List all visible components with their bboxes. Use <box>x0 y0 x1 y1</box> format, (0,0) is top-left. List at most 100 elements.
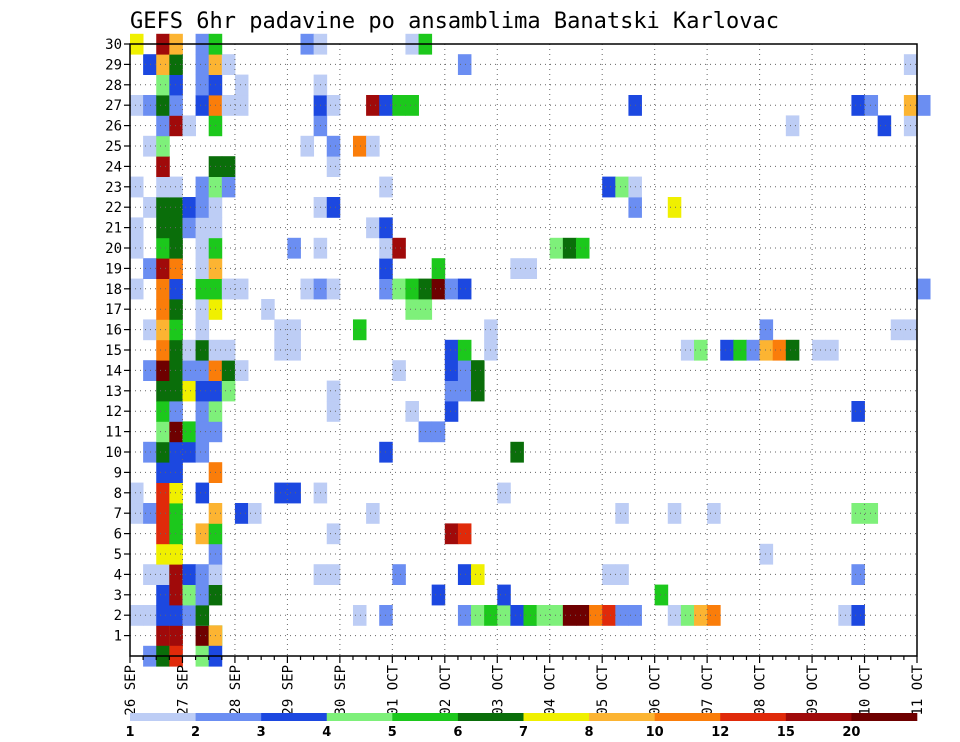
y-tick-label: 9 <box>114 465 122 481</box>
heatmap-cell <box>457 54 472 75</box>
heatmap-cell <box>195 523 210 545</box>
colorbar-label: 3 <box>257 725 266 740</box>
y-tick-label: 13 <box>105 384 122 400</box>
colorbar-swatch <box>654 713 721 721</box>
heatmap-cell <box>326 95 341 116</box>
heatmap-cell <box>851 605 865 626</box>
colorbar-label: 2 <box>191 725 200 740</box>
heatmap-cell <box>221 54 236 75</box>
heatmap-cell <box>772 339 787 361</box>
heatmap-cell <box>130 176 144 198</box>
heatmap-cell <box>169 360 183 381</box>
heatmap-cell <box>274 339 288 361</box>
heatmap-cell <box>549 237 564 259</box>
heatmap-cell <box>326 135 341 157</box>
heatmap-cell <box>130 503 144 524</box>
heatmap-cell <box>195 482 210 504</box>
heatmap-cell <box>392 564 406 585</box>
heatmap-cell <box>169 339 183 361</box>
colorbar-label: 7 <box>519 725 528 740</box>
x-tick-label: 07 OCT <box>700 664 716 715</box>
heatmap-cell <box>917 278 931 300</box>
heatmap-cell <box>143 360 157 381</box>
heatmap-cell <box>405 95 419 116</box>
heatmap-cell <box>444 278 459 300</box>
heatmap-cell <box>169 462 183 483</box>
heatmap-cell <box>195 564 210 585</box>
heatmap-cell <box>431 421 446 443</box>
heatmap-cell <box>156 421 170 443</box>
heatmap-cell <box>536 605 551 626</box>
y-tick-label: 16 <box>105 323 122 339</box>
heatmap-cell <box>156 564 170 585</box>
heatmap-cell <box>195 401 210 422</box>
heatmap-cell <box>405 278 419 300</box>
colorbar-swatch <box>589 713 655 721</box>
y-tick-label: 1 <box>114 629 122 645</box>
heatmap-cell <box>471 564 485 585</box>
heatmap-cell <box>169 380 183 402</box>
heatmap-cell <box>444 523 459 545</box>
y-tick-label: 10 <box>105 445 122 461</box>
colorbar-swatch <box>457 713 524 721</box>
colorbar-swatch <box>130 713 196 721</box>
heatmap-cell <box>431 278 446 300</box>
y-tick-label: 7 <box>114 506 122 522</box>
heatmap-cell <box>182 564 196 585</box>
heatmap-cell <box>562 237 577 259</box>
heatmap-cell <box>785 115 800 137</box>
heatmap-cell <box>169 482 183 504</box>
heatmap-cell <box>759 339 774 361</box>
colorbar-swatch <box>851 713 918 721</box>
heatmap-cell <box>156 360 170 381</box>
y-tick-label: 12 <box>105 404 122 420</box>
heatmap-cell <box>287 237 301 259</box>
heatmap-cell <box>169 441 183 463</box>
heatmap-cell <box>234 278 249 300</box>
y-tick-label: 22 <box>105 200 122 216</box>
heatmap-cell <box>156 299 170 320</box>
heatmap-cell <box>667 503 682 524</box>
y-tick-label: 8 <box>114 486 122 502</box>
heatmap-cell <box>300 135 315 157</box>
heatmap-cell <box>156 258 170 279</box>
heatmap-cell <box>654 584 669 606</box>
x-tick-label: 09 OCT <box>805 664 821 715</box>
heatmap-cell <box>143 95 157 116</box>
y-tick-label: 2 <box>114 608 122 624</box>
heatmap-cell <box>156 503 170 524</box>
heatmap-cell <box>156 462 170 483</box>
heatmap-cell <box>510 605 524 626</box>
chart-title: GEFS 6hr padavine po ansamblima Banatski… <box>130 9 779 34</box>
colorbar-swatch <box>523 713 590 721</box>
heatmap-cell <box>366 503 380 524</box>
y-tick-label: 27 <box>105 98 122 114</box>
heatmap-cell <box>195 605 210 626</box>
heatmap-cell <box>195 237 210 259</box>
heatmap-cell <box>195 299 210 320</box>
heatmap-cell <box>287 482 301 504</box>
heatmap-cell <box>444 360 459 381</box>
heatmap-cell <box>759 543 774 565</box>
colorbar-label: 8 <box>585 725 594 740</box>
y-tick-label: 11 <box>105 425 122 441</box>
heatmap-cell <box>707 503 721 524</box>
heatmap-cell <box>405 299 419 320</box>
heatmap-cell <box>156 543 170 565</box>
heatmap-cell <box>156 176 170 198</box>
heatmap-cell <box>156 584 170 606</box>
heatmap-cell <box>169 401 183 422</box>
heatmap-cell <box>169 176 183 198</box>
heatmap-cell <box>287 339 301 361</box>
heatmap-cell <box>680 339 695 361</box>
heatmap-cell <box>182 360 196 381</box>
heatmap-cell <box>851 401 865 422</box>
heatmap-cell <box>156 278 170 300</box>
heatmap-cell <box>562 605 577 626</box>
heatmap-cell <box>156 401 170 422</box>
heatmap-cell <box>851 564 865 585</box>
heatmap-cell <box>392 360 406 381</box>
x-tick-label: 06 OCT <box>648 664 664 715</box>
heatmap-cell <box>575 605 590 626</box>
heatmap-cell <box>169 278 183 300</box>
